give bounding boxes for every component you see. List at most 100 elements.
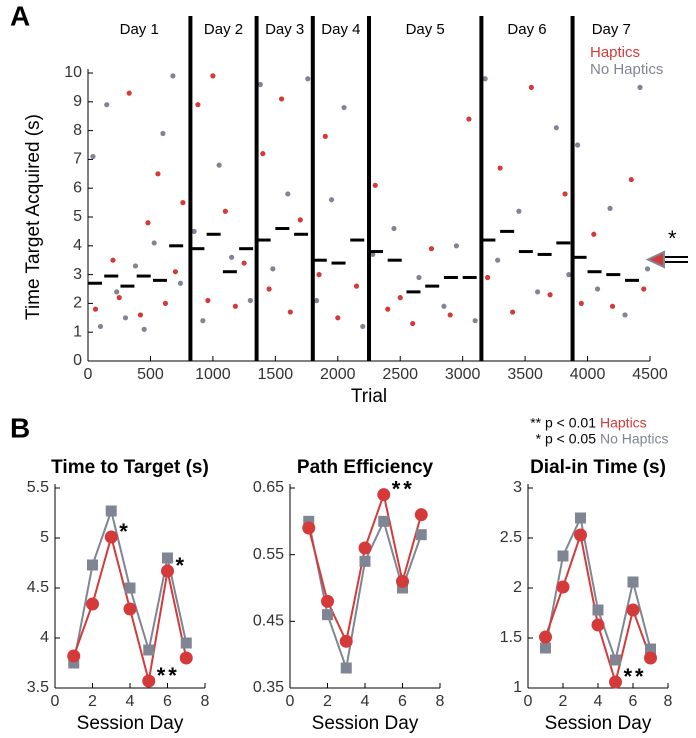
data-marker [142, 674, 156, 688]
data-marker [340, 662, 352, 674]
data-marker [302, 521, 316, 535]
data-point [97, 323, 104, 330]
significance-label: * p < 0.05 [536, 431, 597, 447]
data-marker [162, 552, 173, 564]
y-tick-label: 0.35 [253, 679, 284, 696]
y-tick-label: 5 [40, 529, 49, 546]
data-point [155, 171, 161, 177]
arrow-head [645, 250, 665, 269]
data-point [609, 303, 616, 309]
day-label: Day 3 [265, 21, 304, 38]
chart-title: Time to Target (s) [51, 457, 209, 478]
y-tick-label: 7 [73, 151, 82, 168]
arrow-shaft [664, 256, 688, 263]
annotation: * [668, 226, 677, 251]
data-point [266, 286, 272, 292]
data-point [328, 197, 335, 203]
data-marker [609, 675, 622, 689]
data-point [114, 289, 120, 295]
x-tick-label: 3500 [507, 366, 543, 383]
data-point [574, 142, 581, 148]
data-point [607, 205, 613, 211]
y-axis-label: Time Target Acquired (s) [23, 114, 44, 320]
y-tick-label: 3 [513, 479, 522, 496]
data-marker [123, 602, 137, 616]
data-point [466, 116, 472, 122]
data-point [278, 96, 285, 102]
data-point [472, 318, 478, 324]
data-marker [557, 550, 569, 562]
data-point [247, 297, 253, 304]
data-marker [396, 574, 409, 588]
data-point [191, 228, 197, 234]
data-marker [86, 597, 99, 611]
data-point [341, 104, 347, 111]
x-tick-label: 1500 [258, 366, 294, 383]
data-marker [377, 488, 391, 502]
data-point [372, 182, 378, 188]
x-tick-label: 4000 [570, 366, 606, 383]
data-point [335, 315, 341, 321]
data-point [241, 260, 247, 266]
data-point [622, 312, 628, 318]
data-point [104, 102, 110, 108]
x-tick-label: 0 [84, 366, 93, 383]
data-point [210, 73, 216, 79]
x-tick-label: 3000 [445, 366, 481, 383]
data-point [353, 283, 360, 289]
annotation: * [119, 519, 131, 544]
x-tick-label: 0 [286, 693, 295, 710]
x-tick-label: 2500 [382, 366, 418, 383]
data-marker [414, 508, 428, 522]
data-marker [359, 555, 371, 567]
data-point [257, 81, 263, 88]
data-marker [180, 637, 192, 649]
data-marker [627, 576, 639, 588]
x-tick-label: 4 [126, 693, 135, 710]
data-point [172, 269, 179, 275]
x-tick-label: 2000 [320, 366, 356, 383]
data-marker [574, 528, 587, 542]
data-point [110, 257, 116, 263]
data-point [260, 151, 266, 157]
annotation: ** [157, 663, 180, 688]
data-point [305, 76, 311, 82]
y-tick-label: 2 [73, 295, 82, 312]
y-tick-label: 3.5 [27, 679, 49, 696]
data-point [385, 306, 391, 312]
data-marker [68, 657, 80, 669]
data-point [628, 176, 634, 183]
y-tick-label: 4 [40, 629, 49, 646]
data-point [553, 125, 559, 131]
data-marker [124, 582, 136, 594]
y-tick-label: 2.5 [500, 529, 522, 546]
x-tick-label: 0 [524, 693, 533, 710]
data-point [566, 272, 572, 278]
data-point [313, 297, 320, 304]
y-tick-label: 0.45 [253, 613, 284, 630]
data-point [132, 263, 139, 269]
x-tick-label: 8 [436, 693, 445, 710]
data-point [641, 286, 647, 292]
data-point [270, 266, 276, 272]
data-point [410, 320, 416, 327]
data-point [285, 191, 291, 197]
data-point [205, 297, 211, 304]
data-point [195, 102, 201, 108]
day-label: Day 7 [592, 21, 631, 38]
data-marker [143, 644, 155, 656]
data-point [160, 130, 166, 137]
data-point [516, 208, 522, 214]
data-point [122, 315, 129, 321]
y-tick-label: 0.55 [253, 546, 284, 563]
y-tick-label: 1 [513, 679, 522, 696]
data-point [397, 295, 403, 301]
data-point [535, 289, 541, 295]
data-point [177, 280, 184, 286]
x-tick-label: 6 [398, 693, 407, 710]
y-tick-label: 5.5 [27, 479, 49, 496]
data-marker [397, 582, 408, 594]
data-marker [378, 515, 390, 527]
data-point [441, 303, 447, 309]
